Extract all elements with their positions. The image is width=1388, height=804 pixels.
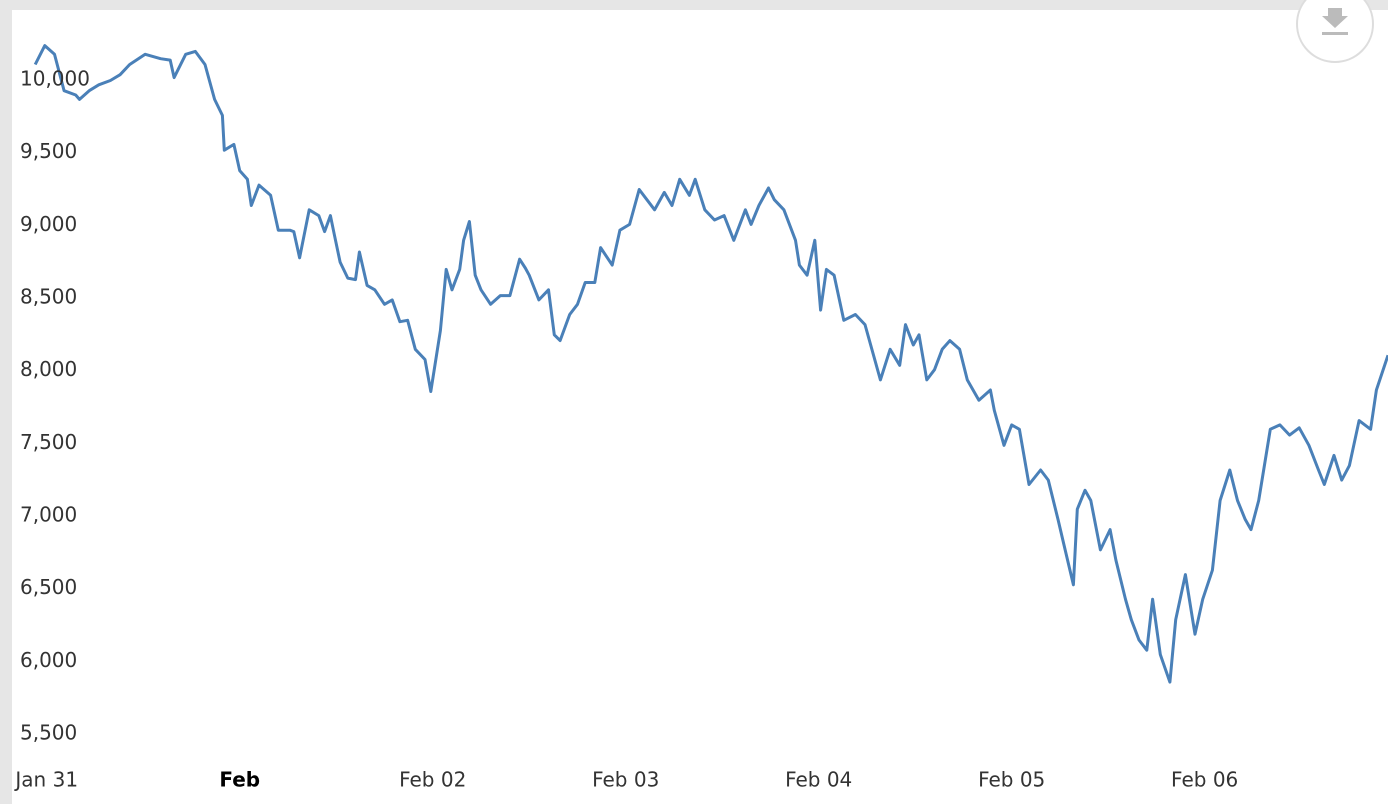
x-tick-label: Feb 02 — [399, 768, 466, 792]
y-tick-label: 6,500 — [20, 575, 77, 599]
y-tick-label: 8,000 — [20, 357, 77, 381]
x-tick-label: Feb 04 — [785, 768, 852, 792]
x-tick-label: Feb 06 — [1171, 768, 1238, 792]
x-tick-label: Feb 03 — [592, 768, 659, 792]
x-tick-label: Jan 31 — [13, 768, 78, 792]
x-tick-label: Feb — [219, 768, 260, 792]
chart-background — [12, 10, 1388, 804]
download-button[interactable] — [1296, 0, 1374, 63]
x-tick-label: Feb 05 — [978, 768, 1045, 792]
y-tick-label: 5,500 — [20, 721, 77, 745]
data-line — [33, 44, 1388, 684]
y-tick-label: 8,500 — [20, 285, 77, 309]
y-tick-label: 10,000 — [20, 67, 90, 91]
y-tick-label: 6,000 — [20, 648, 77, 672]
y-tick-label: 7,000 — [20, 503, 77, 527]
y-tick-label: 9,500 — [20, 139, 77, 163]
y-tick-label: 7,500 — [20, 430, 77, 454]
y-tick-label: 9,000 — [20, 212, 77, 236]
